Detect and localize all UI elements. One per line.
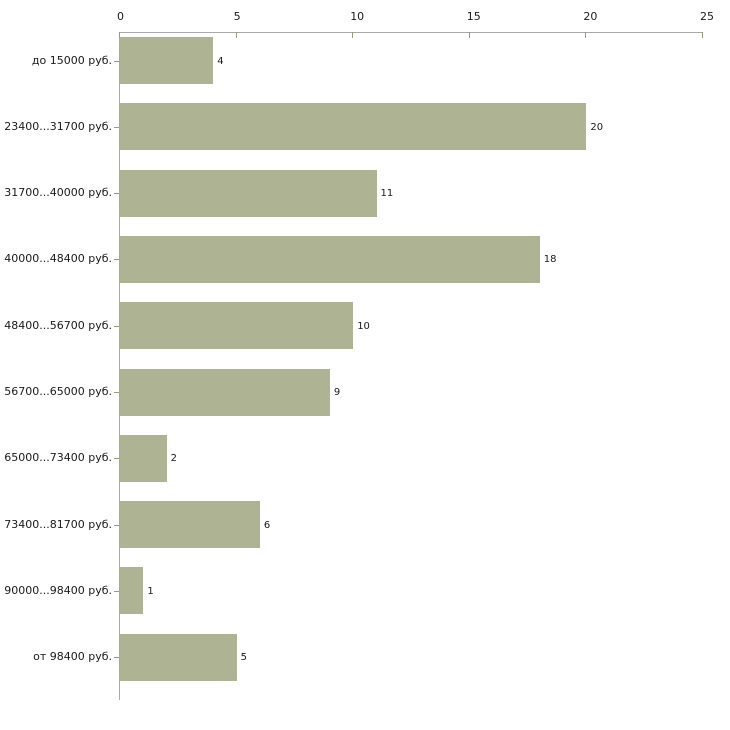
bar[interactable] — [120, 103, 587, 151]
y-axis-tick — [114, 591, 119, 592]
bar-value-label: 18 — [543, 254, 557, 266]
y-axis-tick — [114, 657, 119, 658]
bar[interactable] — [120, 235, 540, 283]
category-label: 40000...48400 руб. — [4, 252, 112, 266]
bar[interactable] — [120, 501, 260, 549]
x-axis-line — [119, 32, 702, 33]
category-label: 90000...98400 руб. — [4, 583, 112, 597]
bar-value-label: 5 — [240, 652, 247, 664]
x-axis-tick — [468, 32, 470, 38]
bar[interactable] — [120, 567, 144, 615]
bar[interactable] — [120, 302, 354, 350]
x-axis-tick — [119, 32, 120, 38]
bar-value-label: 1 — [147, 585, 154, 597]
bar-value-label: 11 — [380, 188, 394, 200]
x-axis-tick-label: 5 — [233, 10, 241, 23]
bar-value-label: 9 — [333, 387, 341, 398]
bar[interactable] — [120, 434, 167, 482]
y-axis-tick — [114, 525, 119, 526]
category-label: до 15000 руб. — [31, 53, 112, 67]
bar[interactable] — [120, 633, 237, 681]
y-axis-tick — [114, 458, 119, 459]
category-label: 23400...31700 руб. — [4, 119, 112, 133]
bar-value-label: 4 — [217, 55, 224, 67]
y-axis-tick — [114, 392, 119, 393]
x-axis-tick-label: 25 — [700, 10, 714, 23]
y-axis-tick — [114, 259, 119, 260]
x-axis-tick-label: 15 — [466, 10, 481, 23]
category-label: 56700...65000 руб. — [4, 385, 112, 398]
x-axis-tick — [702, 32, 703, 38]
x-axis-tick — [585, 32, 587, 38]
x-axis-tick-label: 0 — [117, 10, 124, 23]
category-label: от 98400 руб. — [33, 650, 112, 664]
bar[interactable] — [120, 37, 214, 84]
y-axis-tick — [114, 193, 119, 194]
y-axis-tick — [114, 127, 119, 128]
bar[interactable] — [120, 169, 377, 217]
category-label: 73400...81700 руб. — [4, 517, 112, 531]
bar-value-label: 6 — [263, 519, 271, 531]
y-axis-tick — [114, 61, 119, 62]
x-axis-tick-label: 20 — [583, 10, 598, 23]
bar[interactable] — [120, 368, 330, 416]
bar-value-label: 20 — [590, 121, 604, 133]
x-axis-tick — [235, 32, 237, 38]
y-axis-tick — [114, 326, 119, 327]
bar-value-label: 10 — [357, 320, 370, 332]
category-label: 48400...56700 руб. — [4, 318, 112, 332]
category-label: 65000...73400 руб. — [4, 451, 112, 465]
y-axis-line — [119, 32, 120, 700]
bar-value-label: 2 — [170, 453, 177, 465]
x-axis-tick-label: 10 — [350, 10, 365, 23]
category-label: 31700...40000 руб. — [4, 186, 112, 200]
x-axis-tick — [352, 32, 354, 38]
